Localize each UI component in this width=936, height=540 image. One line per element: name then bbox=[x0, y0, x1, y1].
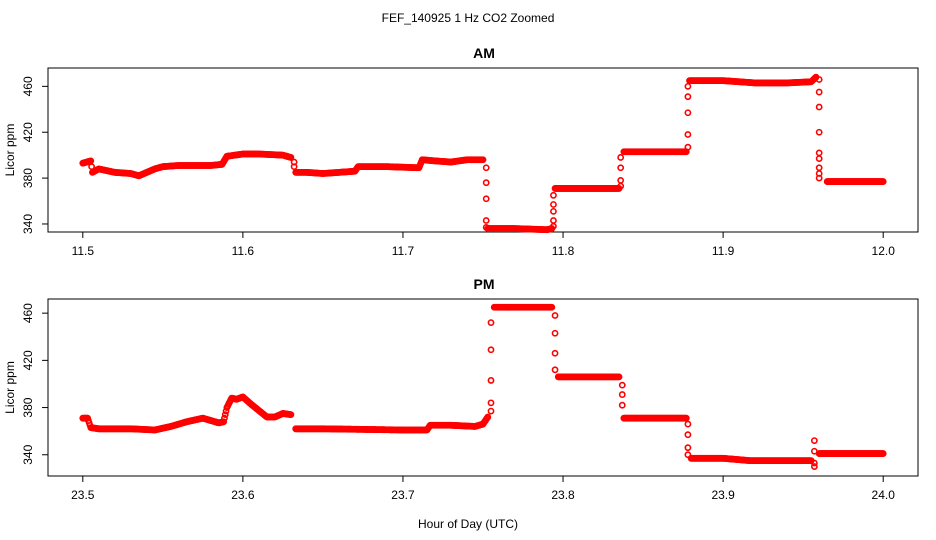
data-point bbox=[487, 319, 495, 326]
data-point bbox=[221, 414, 228, 422]
x-tick-label: 23.6 bbox=[231, 488, 255, 502]
y-tick-label: 340 bbox=[21, 444, 35, 464]
x-tick-label: 23.7 bbox=[391, 488, 415, 502]
data-point bbox=[479, 156, 487, 164]
x-tick-label: 11.7 bbox=[392, 244, 415, 258]
x-tick-label: 12.0 bbox=[872, 244, 896, 258]
x-tick-label: 24.0 bbox=[872, 488, 896, 502]
data-point bbox=[810, 463, 818, 470]
plot-frame bbox=[47, 298, 919, 477]
data-point bbox=[551, 366, 559, 374]
pm-panel-title: PM bbox=[474, 276, 495, 292]
data-point bbox=[684, 109, 692, 117]
x-tick-label: 11.6 bbox=[232, 244, 255, 258]
y-tick-label: 420 bbox=[21, 350, 35, 370]
y-tick-label: 420 bbox=[21, 122, 35, 142]
plot-frame bbox=[47, 67, 919, 233]
data-point bbox=[550, 217, 557, 224]
data-point bbox=[684, 420, 692, 428]
data-point bbox=[815, 76, 823, 83]
data-point bbox=[550, 207, 557, 215]
data-point bbox=[879, 178, 887, 185]
data-point bbox=[684, 131, 692, 138]
data-point bbox=[815, 128, 823, 136]
y-tick-label: 380 bbox=[21, 168, 35, 188]
pm-panel: 23.5 23.6 23.7 23.8 23.9 24.0 340 380 420 460 Lico… bbox=[3, 298, 919, 502]
data-point bbox=[550, 201, 557, 208]
data-point bbox=[815, 174, 823, 182]
x-tick-label: 23.9 bbox=[711, 488, 735, 502]
data-point bbox=[684, 451, 692, 459]
data-point bbox=[482, 195, 490, 203]
data-point bbox=[551, 329, 559, 337]
data-point bbox=[682, 414, 690, 422]
data-point bbox=[684, 143, 692, 151]
y-tick-label: 380 bbox=[21, 397, 35, 417]
data-point bbox=[287, 411, 295, 419]
data-point bbox=[617, 154, 625, 161]
data-point bbox=[684, 431, 692, 439]
data-point bbox=[482, 164, 490, 172]
data-point bbox=[487, 377, 495, 384]
data-point bbox=[618, 401, 626, 409]
x-tick-label: 23.5 bbox=[71, 488, 95, 502]
data-point bbox=[617, 176, 625, 184]
data-point bbox=[684, 82, 692, 90]
data-points bbox=[79, 73, 887, 234]
x-tick-label: 11.5 bbox=[72, 244, 95, 258]
data-point bbox=[810, 447, 818, 455]
data-point bbox=[550, 191, 557, 199]
data-point bbox=[879, 450, 887, 457]
x-tick-label: 11.8 bbox=[552, 244, 575, 258]
y-tick-label: 460 bbox=[21, 303, 35, 323]
data-point bbox=[487, 346, 495, 354]
data-point bbox=[815, 103, 823, 111]
data-point bbox=[618, 381, 626, 389]
y-tick-label: 460 bbox=[21, 76, 35, 96]
y-axis-label: Licor ppm bbox=[3, 124, 17, 177]
y-axis-label: Licor ppm bbox=[3, 361, 17, 414]
data-point bbox=[684, 93, 692, 101]
data-points bbox=[79, 303, 887, 470]
data-point bbox=[810, 437, 818, 444]
data-point bbox=[290, 163, 298, 171]
data-point bbox=[815, 149, 823, 157]
data-point bbox=[221, 411, 229, 419]
data-point bbox=[551, 349, 559, 357]
data-point bbox=[484, 413, 492, 421]
data-point bbox=[487, 407, 495, 415]
data-point bbox=[815, 88, 823, 96]
data-point bbox=[551, 312, 559, 319]
data-point bbox=[220, 418, 228, 426]
data-point bbox=[617, 164, 625, 172]
data-point bbox=[548, 303, 556, 311]
data-point bbox=[618, 391, 626, 398]
data-point bbox=[815, 155, 823, 162]
data-point bbox=[482, 224, 490, 231]
x-tick-label: 11.9 bbox=[712, 244, 735, 258]
figure-title: FEF_140925 1 Hz CO2 Zoomed bbox=[382, 11, 555, 25]
data-point bbox=[684, 444, 692, 452]
x-tick-label: 23.8 bbox=[551, 488, 575, 502]
data-point bbox=[815, 164, 823, 172]
am-panel-title: AM bbox=[473, 45, 495, 61]
x-axis-label: Hour of Day (UTC) bbox=[418, 517, 518, 531]
data-point bbox=[487, 399, 495, 407]
data-point bbox=[482, 179, 490, 187]
data-point bbox=[482, 217, 490, 224]
am-panel: 11.5 11.6 11.7 11.8 11.9 12.0 340 380 420 460 Lico… bbox=[3, 67, 919, 258]
y-tick-label: 340 bbox=[21, 214, 35, 234]
data-point bbox=[810, 459, 818, 467]
data-point bbox=[615, 373, 623, 381]
data-point bbox=[287, 154, 295, 161]
